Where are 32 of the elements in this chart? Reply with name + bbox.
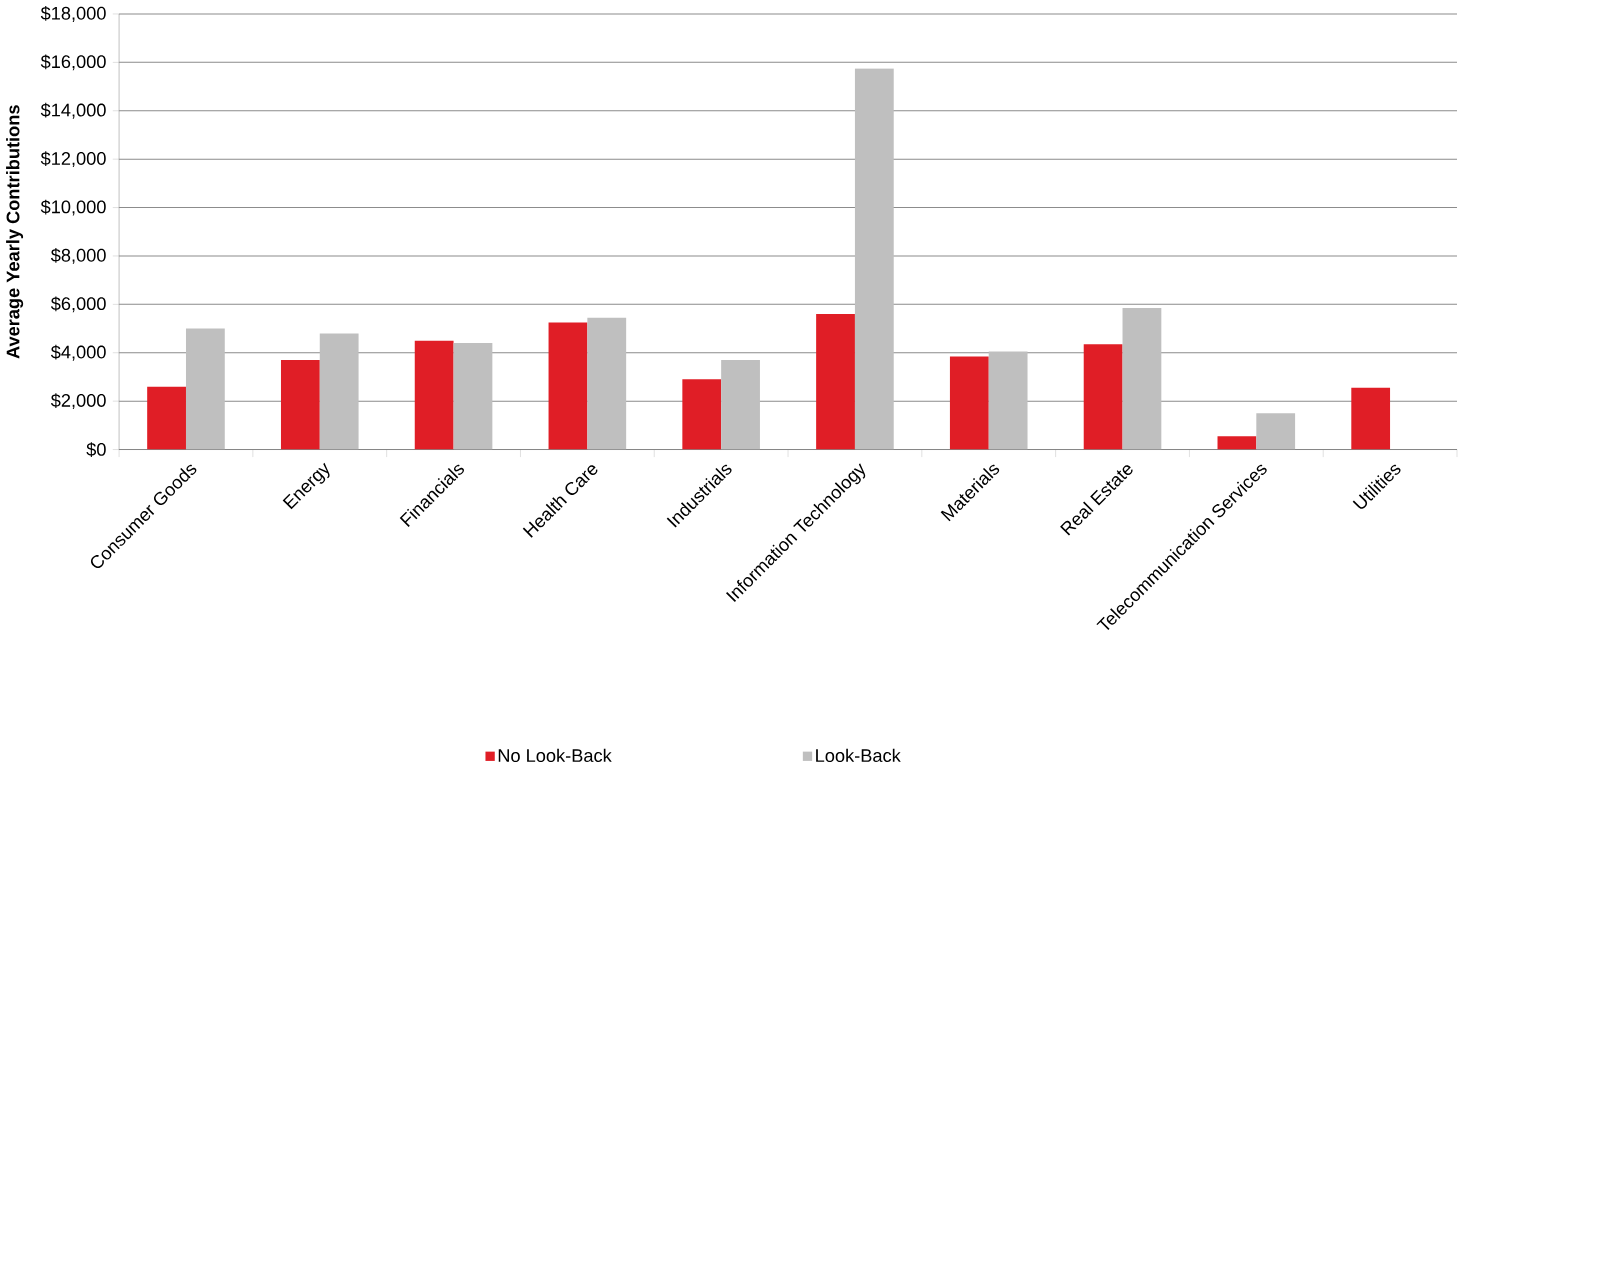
bar bbox=[319, 333, 359, 450]
y-tick-label: $10,000 bbox=[40, 199, 106, 216]
y-tick-label: $14,000 bbox=[40, 102, 106, 119]
bar bbox=[949, 356, 989, 450]
y-tick-label: $18,000 bbox=[40, 5, 106, 22]
legend-label: Look-Back bbox=[816, 748, 901, 762]
y-tick-label: $12,000 bbox=[40, 151, 106, 168]
bar bbox=[1217, 436, 1257, 450]
bar bbox=[414, 340, 454, 450]
y-tick-label: $4,000 bbox=[50, 344, 106, 361]
y-tick-label: $2,000 bbox=[50, 393, 106, 409]
bar bbox=[854, 68, 894, 450]
bar bbox=[147, 386, 186, 450]
legend-label: No Look-Back bbox=[498, 748, 612, 762]
y-tick-label: $6,000 bbox=[50, 296, 106, 313]
bar bbox=[1083, 344, 1123, 450]
bar bbox=[1256, 413, 1296, 450]
bar bbox=[453, 343, 493, 450]
y-axis-title: Average Yearly Contributions bbox=[6, 105, 24, 359]
y-tick-label: $16,000 bbox=[40, 54, 106, 71]
bar bbox=[280, 359, 320, 450]
bar bbox=[1122, 307, 1162, 450]
bar bbox=[1351, 387, 1391, 450]
bar bbox=[185, 328, 225, 450]
bar bbox=[587, 317, 627, 450]
y-tick-label: $0 bbox=[86, 442, 106, 457]
bar bbox=[988, 351, 1028, 450]
bar bbox=[816, 313, 855, 450]
y-tick-label: $8,000 bbox=[50, 247, 106, 264]
bar bbox=[682, 379, 722, 450]
bar bbox=[721, 359, 760, 450]
bar bbox=[548, 322, 588, 450]
